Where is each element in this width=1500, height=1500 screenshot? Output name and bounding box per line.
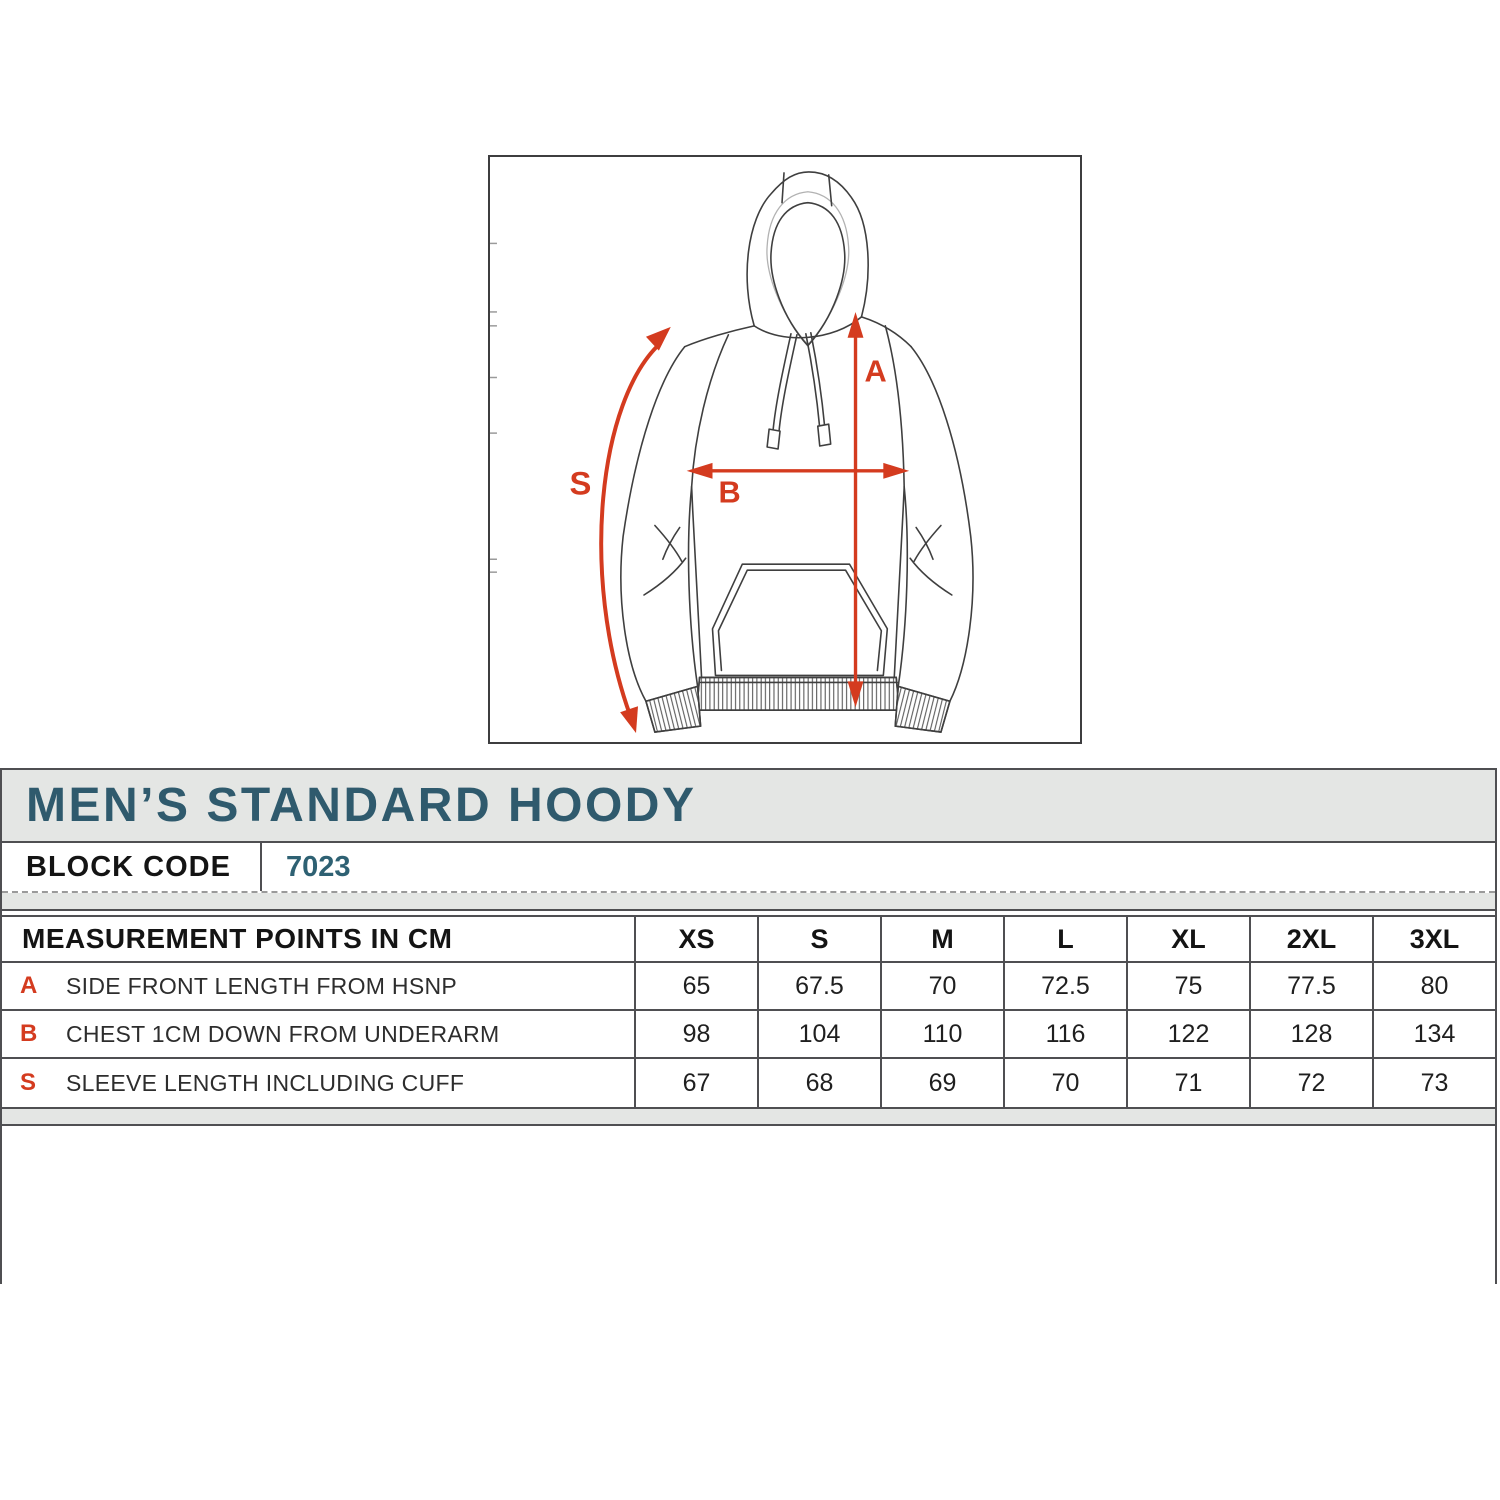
diagram-label-s: S bbox=[569, 465, 591, 502]
block-code-value-cell: 7023 bbox=[262, 843, 1495, 891]
divider-strip-top bbox=[2, 893, 1495, 911]
title-bar: MEN’S STANDARD HOODY bbox=[2, 768, 1495, 843]
row-b-value-m: 110 bbox=[922, 1019, 963, 1048]
table-row-b: B CHEST 1CM DOWN FROM UNDERARM 98 104 11… bbox=[2, 1011, 1495, 1059]
row-s-value-xs: 67 bbox=[682, 1068, 711, 1097]
row-b-label-cell: B CHEST 1CM DOWN FROM UNDERARM bbox=[2, 1011, 634, 1057]
row-s-value-3xl: 73 bbox=[1420, 1068, 1449, 1097]
table-row-s: S SLEEVE LENGTH INCLUDING CUFF 67 68 69 … bbox=[2, 1059, 1495, 1107]
table-row-a: A SIDE FRONT LENGTH FROM HSNP 65 67.5 70… bbox=[2, 963, 1495, 1011]
row-b-value-l: 116 bbox=[1045, 1019, 1086, 1048]
row-b-value-xs: 98 bbox=[682, 1019, 711, 1048]
left-cuff bbox=[644, 685, 702, 733]
measurement-table: MEASUREMENT POINTS IN CM XS S M L XL 2XL… bbox=[2, 915, 1495, 1109]
size-header-xl: XL bbox=[1126, 917, 1249, 961]
row-s-value-2xl: 72 bbox=[1297, 1068, 1326, 1097]
divider-gap bbox=[2, 911, 1495, 915]
size-header-xs: XS bbox=[634, 917, 757, 961]
table-header-row: MEASUREMENT POINTS IN CM XS S M L XL 2XL… bbox=[2, 917, 1495, 963]
table-header-label: MEASUREMENT POINTS IN CM bbox=[22, 923, 453, 954]
size-header-m: M bbox=[880, 917, 1003, 961]
hoodie-technical-drawing: A B S bbox=[490, 171, 974, 734]
table-header-label-cell: MEASUREMENT POINTS IN CM bbox=[2, 917, 634, 961]
empty-notes-area bbox=[2, 1126, 1495, 1284]
row-a-value-xs: 65 bbox=[682, 971, 711, 1000]
size-header-3xl: 3XL bbox=[1372, 917, 1495, 961]
frame-tick-marks bbox=[490, 242, 497, 573]
crease-marks bbox=[643, 524, 953, 596]
hood-outline bbox=[746, 171, 869, 347]
row-s-label-cell: S SLEEVE LENGTH INCLUDING CUFF bbox=[2, 1059, 634, 1107]
row-b-value-xl: 122 bbox=[1167, 1019, 1210, 1048]
row-a-value-xl: 75 bbox=[1174, 971, 1203, 1000]
row-b-value-2xl: 128 bbox=[1290, 1019, 1333, 1048]
measure-arrow-s bbox=[599, 326, 671, 734]
row-b-key: B bbox=[20, 1020, 38, 1047]
diagram-label-b: B bbox=[718, 475, 740, 510]
block-code-label-cell: BLOCK CODE bbox=[2, 843, 262, 891]
measure-arrow-b bbox=[686, 462, 910, 479]
spec-sheet: MEN’S STANDARD HOODY BLOCK CODE 7023 MEA… bbox=[0, 768, 1497, 1284]
size-header-l: L bbox=[1003, 917, 1126, 961]
row-a-value-s: 67.5 bbox=[795, 971, 844, 1000]
kangaroo-pocket bbox=[711, 563, 889, 677]
block-code-value: 7023 bbox=[286, 850, 351, 883]
drawstrings bbox=[766, 332, 832, 450]
page-title: MEN’S STANDARD HOODY bbox=[26, 779, 697, 832]
row-a-value-3xl: 80 bbox=[1420, 971, 1449, 1000]
hem-band bbox=[695, 676, 901, 712]
size-header-s: S bbox=[757, 917, 880, 961]
block-code-row: BLOCK CODE 7023 bbox=[2, 843, 1495, 893]
row-a-key: A bbox=[20, 972, 38, 999]
row-s-description: SLEEVE LENGTH INCLUDING CUFF bbox=[66, 1069, 465, 1096]
measure-arrow-a bbox=[847, 311, 864, 708]
row-a-label-cell: A SIDE FRONT LENGTH FROM HSNP bbox=[2, 963, 634, 1009]
body-outline bbox=[620, 316, 974, 703]
row-a-value-l: 72.5 bbox=[1041, 971, 1090, 1000]
row-s-value-m: 69 bbox=[928, 1068, 957, 1097]
size-header-2xl: 2XL bbox=[1249, 917, 1372, 961]
row-b-description: CHEST 1CM DOWN FROM UNDERARM bbox=[66, 1020, 500, 1047]
hoodie-diagram-frame: A B S bbox=[488, 155, 1082, 744]
row-b-value-s: 104 bbox=[798, 1019, 841, 1048]
row-s-key: S bbox=[20, 1069, 37, 1096]
right-cuff bbox=[894, 685, 951, 733]
row-a-description: SIDE FRONT LENGTH FROM HSNP bbox=[66, 972, 458, 999]
row-a-value-m: 70 bbox=[928, 971, 957, 1000]
divider-strip-bottom bbox=[2, 1109, 1495, 1126]
row-b-value-3xl: 134 bbox=[1413, 1019, 1456, 1048]
row-s-value-l: 70 bbox=[1051, 1068, 1080, 1097]
row-s-value-s: 68 bbox=[805, 1068, 834, 1097]
block-code-label: BLOCK CODE bbox=[26, 850, 231, 883]
row-a-value-2xl: 77.5 bbox=[1287, 971, 1336, 1000]
row-s-value-xl: 71 bbox=[1174, 1068, 1203, 1097]
diagram-label-a: A bbox=[864, 353, 886, 388]
